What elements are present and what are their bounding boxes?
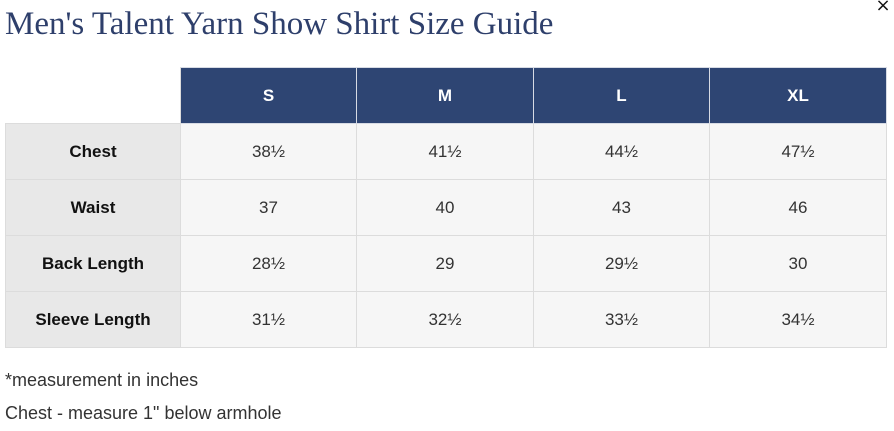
table-cell: 38½ — [180, 123, 357, 180]
table-cell: 28½ — [180, 235, 357, 292]
size-header-m: M — [356, 67, 534, 124]
measurement-note: *measurement in inches — [5, 370, 199, 390]
row-label-waist: Waist — [5, 179, 181, 236]
table-cell: 32½ — [356, 291, 534, 348]
close-icon[interactable]: × — [874, 0, 892, 15]
table-cell: 46 — [709, 179, 887, 236]
table-cell: 44½ — [533, 123, 710, 180]
chest-instruction-note: Chest - measure 1" below armhole — [5, 403, 282, 423]
table-cell: 30 — [709, 235, 887, 292]
table-cell: 29 — [356, 235, 534, 292]
table-cell: 34½ — [709, 291, 887, 348]
size-header-s: S — [180, 67, 357, 124]
table-cell: 29½ — [533, 235, 710, 292]
row-label-chest: Chest — [5, 123, 181, 180]
table-row-sleeve-length: Sleeve Length 31½ 32½ 33½ 34½ — [5, 291, 887, 348]
table-row-waist: Waist 37 40 43 46 — [5, 179, 887, 236]
size-header-row: S M L XL — [5, 67, 887, 124]
table-row-back-length: Back Length 28½ 29 29½ 30 — [5, 235, 887, 292]
table-cell: 40 — [356, 179, 534, 236]
size-guide-table: S M L XL Chest 38½ 41½ 44½ 47½ Waist 37 … — [5, 67, 887, 348]
page-title: Men's Talent Yarn Show Shirt Size Guide — [5, 6, 554, 42]
table-cell: 47½ — [709, 123, 887, 180]
table-row-chest: Chest 38½ 41½ 44½ 47½ — [5, 123, 887, 180]
table-cell: 33½ — [533, 291, 710, 348]
table-cell: 37 — [180, 179, 357, 236]
table-cell: 41½ — [356, 123, 534, 180]
size-header-l: L — [533, 67, 710, 124]
size-header-xl: XL — [709, 67, 887, 124]
table-cell: 31½ — [180, 291, 357, 348]
row-label-back-length: Back Length — [5, 235, 181, 292]
table-cell: 43 — [533, 179, 710, 236]
row-label-sleeve-length: Sleeve Length — [5, 291, 181, 348]
table-corner-cell — [5, 67, 181, 124]
